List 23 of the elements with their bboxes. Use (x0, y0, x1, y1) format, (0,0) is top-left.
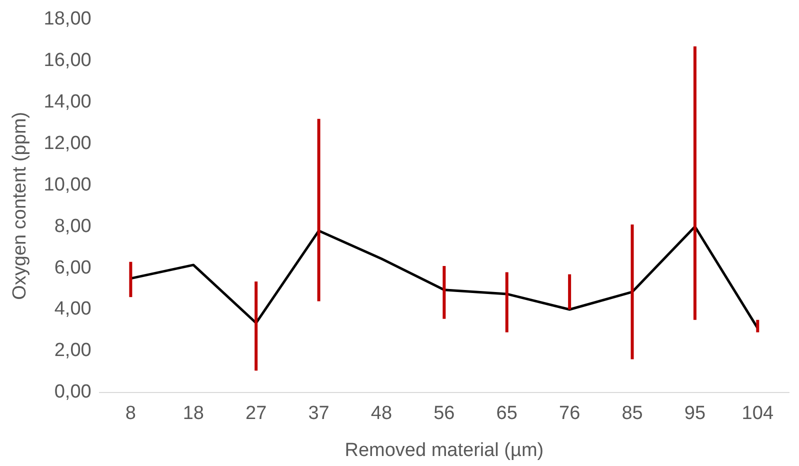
x-tick-label: 76 (558, 403, 580, 424)
y-tick-label: 8,00 (54, 216, 92, 237)
y-tick-label: 16,00 (44, 50, 92, 72)
x-tick-label: 27 (246, 403, 267, 424)
y-tick-label: 6,00 (54, 257, 92, 278)
y-tick-label: 2,00 (54, 340, 92, 362)
x-tick-label: 85 (622, 403, 643, 424)
y-tick-label: 0,00 (54, 382, 92, 403)
y-tick-label: 10,00 (44, 174, 92, 196)
y-axis-title: Oxygen content (ppm) (10, 112, 31, 300)
y-tick-label: 14,00 (44, 92, 92, 113)
y-tick-label: 4,00 (54, 298, 92, 320)
x-tick-label: 18 (182, 403, 204, 424)
x-tick-label: 48 (370, 403, 392, 424)
x-tick-label: 95 (684, 403, 706, 424)
x-tick-label: 56 (434, 403, 455, 424)
x-tick-label: 37 (308, 403, 330, 424)
x-axis-title: Removed material (µm) (344, 440, 544, 461)
x-tick-label: 8 (125, 403, 136, 424)
y-tick-label: 18,00 (44, 8, 92, 30)
y-tick-label: 12,00 (44, 132, 92, 154)
x-tick-label: 65 (496, 403, 518, 424)
x-tick-label: 104 (742, 403, 774, 424)
